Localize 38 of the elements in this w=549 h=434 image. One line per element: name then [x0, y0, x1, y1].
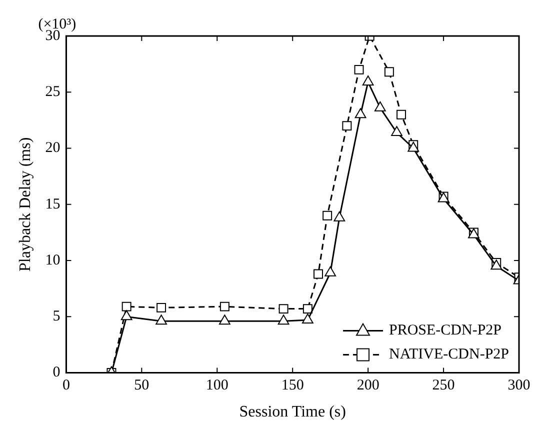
- x-tick-label: 250: [432, 378, 455, 394]
- x-tick-label: 300: [508, 378, 530, 394]
- point: [314, 269, 323, 279]
- point: [218, 314, 230, 325]
- y-tick-label: 15: [45, 196, 60, 212]
- point: [278, 304, 288, 314]
- point: [324, 266, 336, 276]
- point: [120, 310, 132, 320]
- x-tick-label: 200: [356, 378, 380, 394]
- legend-label: PROSE-CDN-P2P: [389, 322, 502, 339]
- point: [342, 121, 352, 131]
- point: [220, 302, 230, 312]
- y-tick-label: 10: [45, 252, 60, 268]
- legend-label: NATIVE-CDN-P2P: [389, 346, 509, 363]
- x-tick-label: 150: [281, 378, 304, 394]
- point: [156, 302, 166, 312]
- point: [391, 126, 402, 136]
- point: [374, 101, 386, 112]
- point: [354, 108, 366, 118]
- y-tick-label: 20: [45, 140, 60, 156]
- x-tick-label: 50: [134, 378, 150, 394]
- point: [122, 302, 132, 312]
- x-tick-label: 100: [206, 378, 228, 394]
- point: [384, 67, 394, 77]
- point: [354, 64, 364, 74]
- point: [322, 210, 332, 220]
- point: [156, 314, 167, 325]
- point: [278, 314, 290, 325]
- y-tick-label: 25: [45, 84, 60, 100]
- y-tick-label: 5: [52, 308, 60, 325]
- point: [302, 304, 312, 314]
- point: [362, 76, 374, 86]
- point: [334, 211, 346, 222]
- y-tick-label: 0: [52, 364, 60, 381]
- point: [396, 110, 406, 120]
- point: [302, 314, 314, 324]
- y-axis-title: Playback Delay (ms): [16, 137, 34, 272]
- x-axis-title: Session Time (s): [239, 404, 346, 421]
